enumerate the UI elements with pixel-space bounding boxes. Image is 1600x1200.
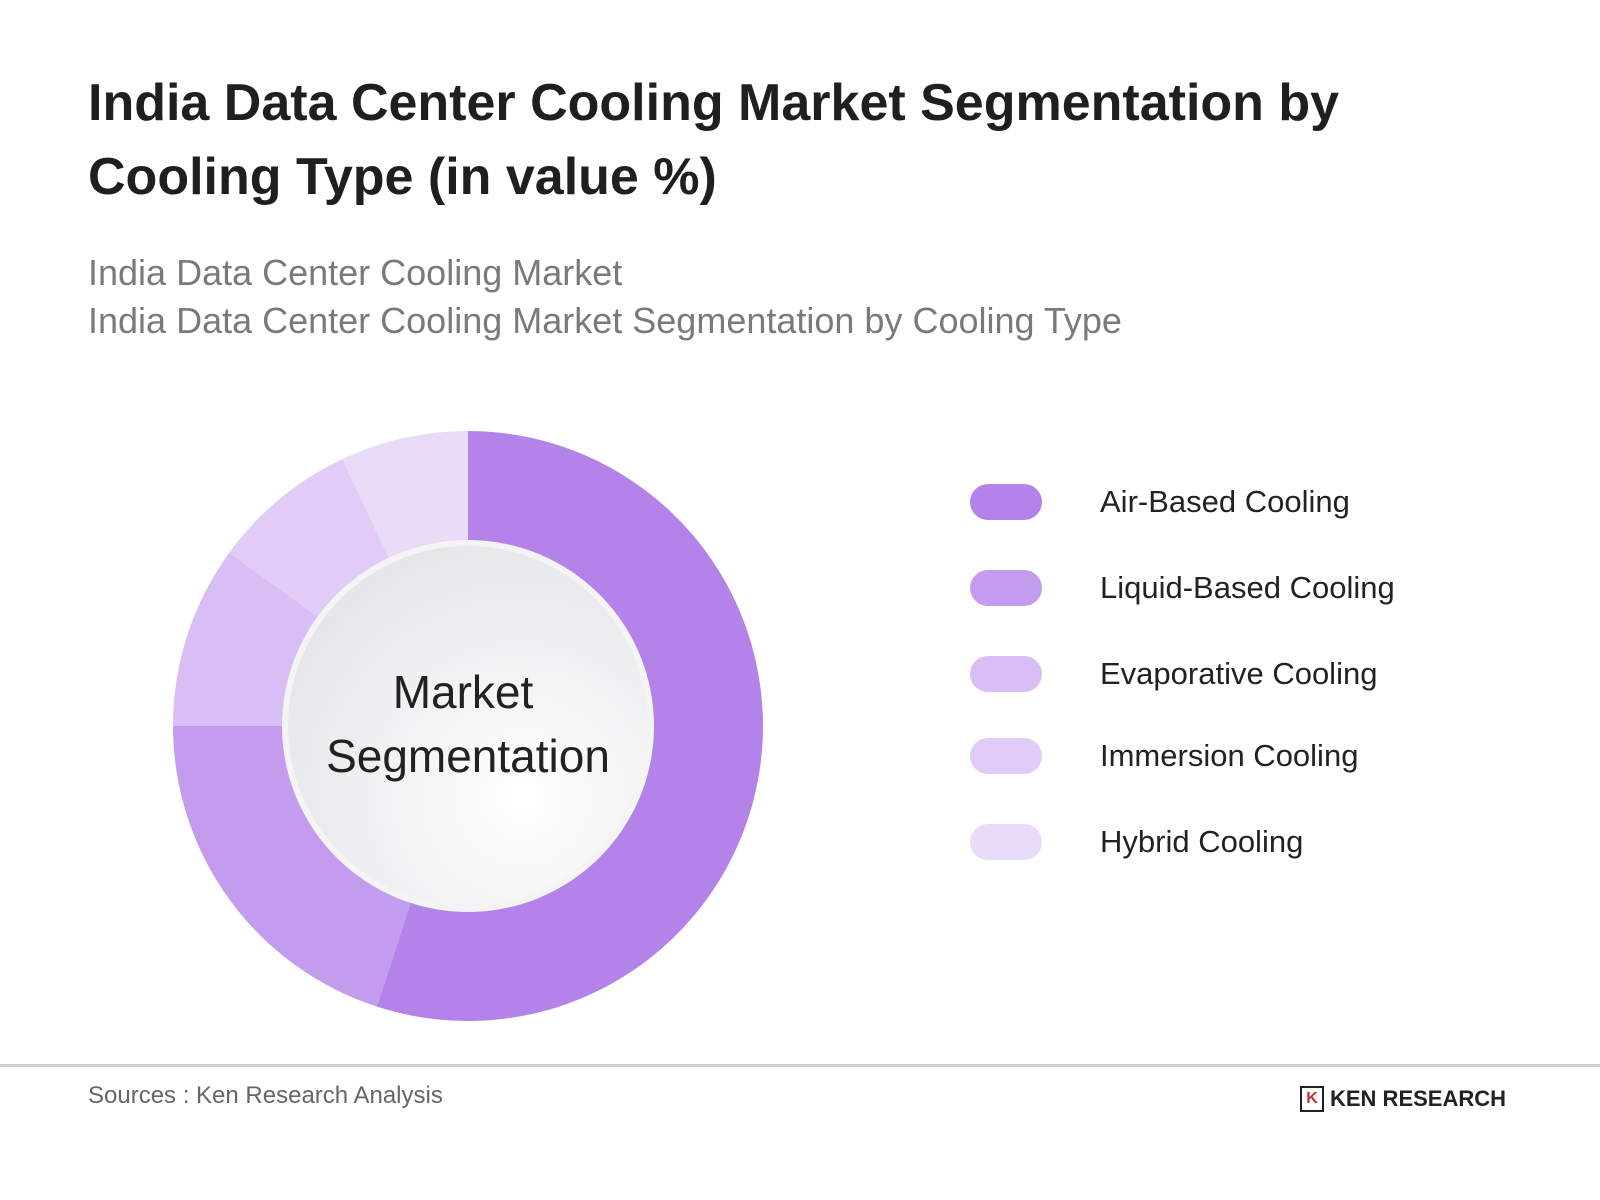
legend-label: Air-Based Cooling xyxy=(1100,484,1350,519)
legend-item: Air-Based Cooling xyxy=(970,482,1350,522)
legend-label: Immersion Cooling xyxy=(1100,738,1359,773)
legend-item: Liquid-Based Cooling xyxy=(970,568,1395,608)
legend-label: Liquid-Based Cooling xyxy=(1100,570,1395,605)
legend-swatch xyxy=(970,484,1042,520)
donut-chart: Market Segmentation xyxy=(173,431,764,1021)
legend-swatch xyxy=(970,738,1042,774)
legend-label: Evaporative Cooling xyxy=(1100,656,1378,691)
legend-swatch xyxy=(970,824,1042,860)
slice-liquid-based-cooling xyxy=(173,726,412,1007)
legend-swatch xyxy=(970,656,1042,692)
donut-center xyxy=(288,546,648,906)
chart-subtitle-1: India Data Center Cooling Market xyxy=(88,252,623,293)
slice-evaporative-cooling xyxy=(173,552,320,726)
chart-subtitle-2: India Data Center Cooling Market Segment… xyxy=(88,300,1122,341)
slice-air-based-cooling xyxy=(376,431,764,1021)
center-label-line-2: Segmentation xyxy=(326,730,610,782)
footer-divider xyxy=(0,1064,1600,1067)
logo-mark-icon: K xyxy=(1300,1086,1324,1112)
legend-label: Hybrid Cooling xyxy=(1100,824,1304,859)
legend-swatch xyxy=(970,570,1042,606)
center-label-line-1: Market xyxy=(393,666,534,718)
source-note: Sources : Ken Research Analysis xyxy=(88,1082,443,1109)
legend-item: Hybrid Cooling xyxy=(970,822,1303,862)
legend-item: Immersion Cooling xyxy=(970,736,1358,776)
chart-title: India Data Center Cooling Market Segment… xyxy=(88,74,1340,206)
slice-hybrid-cooling xyxy=(342,431,468,560)
slice-immersion-cooling xyxy=(229,459,390,618)
legend-item: Evaporative Cooling xyxy=(970,654,1377,694)
ken-research-logo: K KEN RESEARCH xyxy=(1300,1086,1506,1112)
logo-text: KEN RESEARCH xyxy=(1330,1086,1507,1111)
